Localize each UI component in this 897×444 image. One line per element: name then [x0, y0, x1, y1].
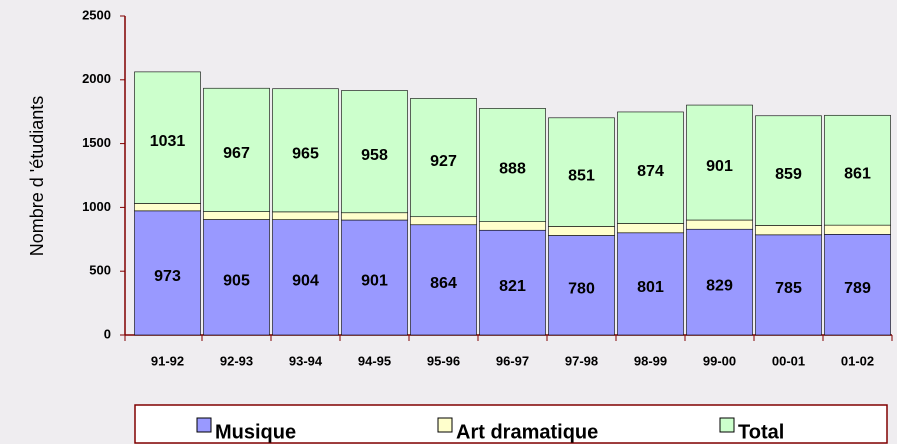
y-axis-label: Nombre d 'étudiants	[27, 96, 47, 257]
x-tick-label: 93-94	[289, 353, 323, 368]
data-label: 901	[706, 158, 733, 175]
data-label: 973	[154, 268, 181, 285]
legend-swatch	[719, 417, 735, 433]
bar-segment	[134, 203, 201, 212]
data-label: 958	[361, 147, 388, 164]
bar-segment	[203, 219, 270, 336]
y-tick-label: 0	[104, 326, 111, 341]
data-label: 785	[775, 280, 802, 297]
bar-segment	[479, 229, 546, 336]
data-label: 967	[223, 145, 250, 162]
bar-segment	[341, 212, 408, 221]
bar-segment	[410, 224, 477, 336]
data-label: 927	[430, 153, 457, 170]
bar-segment	[755, 234, 822, 336]
data-label: 861	[844, 165, 871, 182]
data-label: 780	[568, 280, 595, 297]
bar-segment	[272, 219, 339, 336]
data-label: 821	[499, 278, 526, 295]
bar-segment	[341, 219, 408, 336]
bar-segment	[272, 211, 339, 220]
data-label: 965	[292, 146, 319, 163]
data-label: 864	[430, 275, 457, 292]
bar-segment	[134, 71, 201, 204]
bar-segment	[548, 117, 615, 227]
legend-label: Musique	[215, 421, 296, 443]
y-tick-label: 2000	[82, 71, 111, 86]
bar-segment	[755, 115, 822, 226]
bar-segment	[617, 223, 684, 234]
bar-segment	[341, 90, 408, 214]
bar-segment	[203, 87, 270, 212]
x-tick-label: 92-93	[220, 353, 253, 368]
data-label: 888	[499, 160, 526, 177]
y-tick-label: 500	[89, 263, 111, 278]
legend-swatch	[196, 417, 212, 433]
bar-segment	[686, 228, 753, 336]
bar-segment	[617, 232, 684, 336]
data-label: 905	[223, 272, 250, 289]
x-tick-label: 00-01	[772, 353, 805, 368]
data-label: 904	[292, 273, 319, 290]
bar-segment	[617, 111, 684, 224]
x-tick-label: 96-97	[496, 353, 529, 368]
x-tick-label: 91-92	[151, 353, 184, 368]
bar-segment	[755, 225, 822, 236]
x-tick-label: 99-00	[703, 353, 736, 368]
bar-segment	[410, 98, 477, 218]
bar-segment	[824, 114, 891, 226]
data-label: 851	[568, 167, 595, 184]
legend	[134, 404, 888, 444]
bar-segment	[410, 216, 477, 226]
bar-segment	[479, 221, 546, 231]
data-label: 829	[706, 277, 733, 294]
x-tick-label: 95-96	[427, 353, 460, 368]
y-tick-label: 2500	[82, 7, 111, 22]
data-label: 801	[637, 279, 664, 296]
bar-segment	[548, 235, 615, 336]
data-label: 874	[637, 163, 664, 180]
y-tick-label: 1000	[82, 199, 111, 214]
x-tick-label: 01-02	[841, 353, 874, 368]
legend-label: Art dramatique	[456, 421, 598, 443]
x-tick-label: 98-99	[634, 353, 667, 368]
y-tick-label: 1500	[82, 135, 111, 150]
bar-segment	[548, 226, 615, 236]
bar-segment	[272, 88, 339, 213]
x-tick-label: 94-95	[358, 353, 391, 368]
legend-swatch	[437, 417, 453, 433]
bar-segment	[203, 211, 270, 220]
bar-segment	[824, 224, 891, 235]
legend-label: Total	[738, 421, 784, 443]
data-label: 859	[775, 166, 802, 183]
data-label: 789	[844, 280, 871, 297]
bar-segment	[686, 219, 753, 230]
x-tick-label: 97-98	[565, 353, 598, 368]
bar-segment	[686, 104, 753, 221]
bar-segment	[479, 108, 546, 222]
data-label: 1031	[150, 133, 186, 150]
bar-segment	[134, 210, 201, 336]
data-label: 901	[361, 273, 388, 290]
